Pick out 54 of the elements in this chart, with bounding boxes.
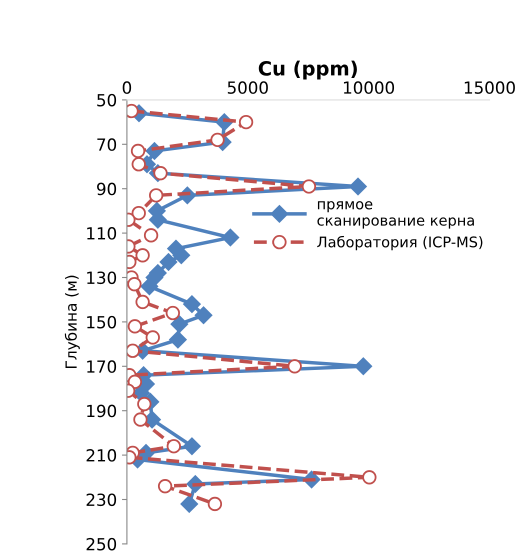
point [208, 496, 222, 512]
point [180, 495, 198, 513]
point [169, 330, 187, 348]
y-tick-label: 50 [97, 94, 116, 106]
y-axis-title: Глубина (м) [64, 276, 80, 368]
point [144, 228, 158, 242]
point [133, 412, 148, 427]
point [362, 470, 377, 484]
x-tick-label: 10000 [344, 81, 394, 94]
y-tick-label: 70 [97, 138, 116, 151]
y-tick-label: 150 [87, 316, 116, 328]
legend-label: Лаборатория (ICP-MS) [317, 236, 482, 250]
point [302, 179, 316, 194]
y-tick-label: 110 [87, 227, 116, 240]
point [140, 278, 158, 296]
point [170, 315, 188, 333]
y-tick-label: 130 [87, 271, 116, 284]
point [160, 253, 178, 271]
point [210, 132, 225, 148]
y-tick-label: 230 [86, 493, 116, 506]
point [238, 114, 254, 130]
point [135, 294, 150, 310]
point [183, 295, 201, 313]
point [130, 144, 146, 158]
point [127, 277, 142, 292]
point [149, 188, 164, 203]
point [137, 396, 152, 412]
point [128, 319, 142, 334]
point [132, 157, 146, 172]
y-tick-label: 250 [86, 538, 116, 550]
point [222, 228, 240, 246]
x-axis-title: Cu (ppm) [258, 60, 357, 80]
point [126, 344, 140, 358]
point [158, 479, 172, 494]
point [194, 306, 212, 324]
y-tick-label: 190 [87, 404, 116, 418]
y-tick-label: 170 [87, 360, 116, 373]
point [146, 330, 160, 345]
point [135, 248, 150, 262]
point [166, 306, 180, 320]
point [183, 437, 201, 455]
x-tick-label: 15000 [464, 81, 515, 94]
y-tick-label: 210 [86, 449, 116, 462]
x-tick-label: 0 [122, 81, 132, 94]
y-tick-label: 90 [97, 182, 116, 196]
legend-label: прямое сканирование керна [317, 201, 474, 229]
point [349, 178, 367, 196]
point [166, 439, 181, 454]
point [354, 358, 372, 376]
x-tick-label: 5000 [228, 81, 268, 94]
point [153, 166, 168, 180]
point [132, 206, 146, 220]
point [128, 374, 142, 389]
point [288, 359, 302, 374]
